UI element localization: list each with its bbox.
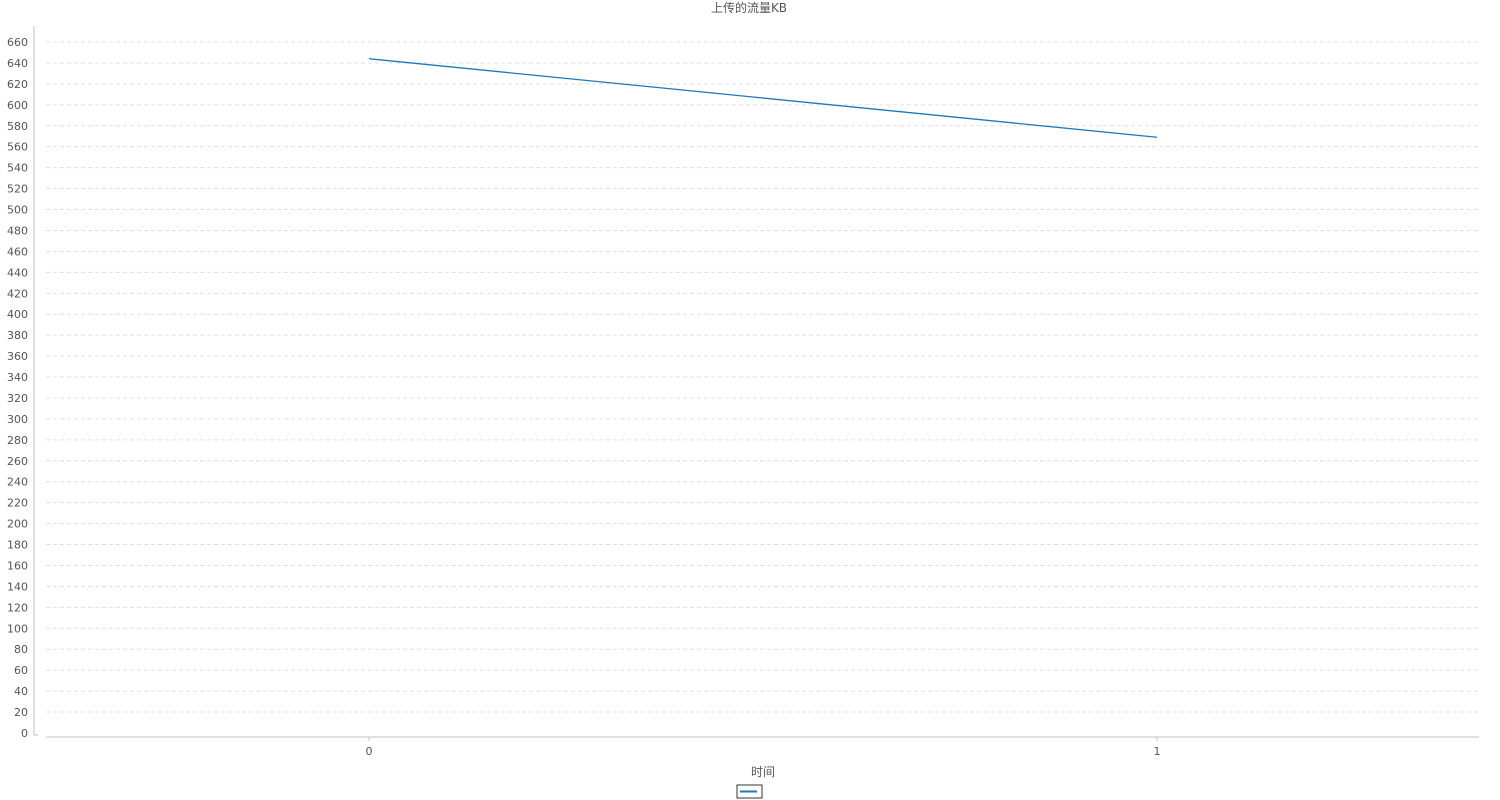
y-tick-label: 560 [7,141,28,154]
y-tick-label: 320 [7,392,28,405]
y-tick-label: 380 [7,329,28,342]
y-tick-label: 300 [7,413,28,426]
y-tick-label: 40 [14,685,28,698]
y-tick-label: 180 [7,539,28,552]
series-layer [368,58,1158,138]
y-tick-label: 540 [7,162,28,175]
y-tick-label: 80 [14,643,28,656]
y-axis: 0 20 40 60 80 100 120 140 160 180 200 220 240 260 280 3… [7,26,38,740]
x-tick-label: 1 [1154,745,1161,758]
series-line [368,58,1158,138]
y-tick-label: 580 [7,120,28,133]
y-tick-label: 500 [7,204,28,217]
y-tick-label: 620 [7,78,28,91]
y-tick-label: 0 [21,727,28,740]
y-tick-label: 260 [7,455,28,468]
y-tick-label: 60 [14,664,28,677]
y-tick-label: 20 [14,706,28,719]
y-tick-label: 140 [7,580,28,593]
y-tick-label: 340 [7,371,28,384]
grid-lines [46,41,1479,713]
y-tick-label: 400 [7,308,28,321]
y-tick-label: 100 [7,622,28,635]
chart-title: 上传的流量KB [711,0,787,15]
y-tick-label: 460 [7,245,28,258]
x-axis-label: 时间 [751,765,775,779]
y-tick-label: 120 [7,601,28,614]
y-tick-label: 660 [7,36,28,49]
y-tick-label: 440 [7,266,28,279]
y-tick-label: 220 [7,497,28,510]
y-tick-label: 360 [7,350,28,363]
y-tick-label: 160 [7,559,28,572]
y-tick-label: 240 [7,476,28,489]
y-tick-label: 480 [7,224,28,237]
y-tick-label: 420 [7,287,28,300]
y-tick-label: 520 [7,183,28,196]
legend[interactable] [736,784,763,799]
y-tick-label: 200 [7,518,28,531]
x-tick-label: 0 [366,745,373,758]
y-tick-label: 640 [7,57,28,70]
y-tick-label: 600 [7,99,28,112]
y-tick-label: 280 [7,434,28,447]
